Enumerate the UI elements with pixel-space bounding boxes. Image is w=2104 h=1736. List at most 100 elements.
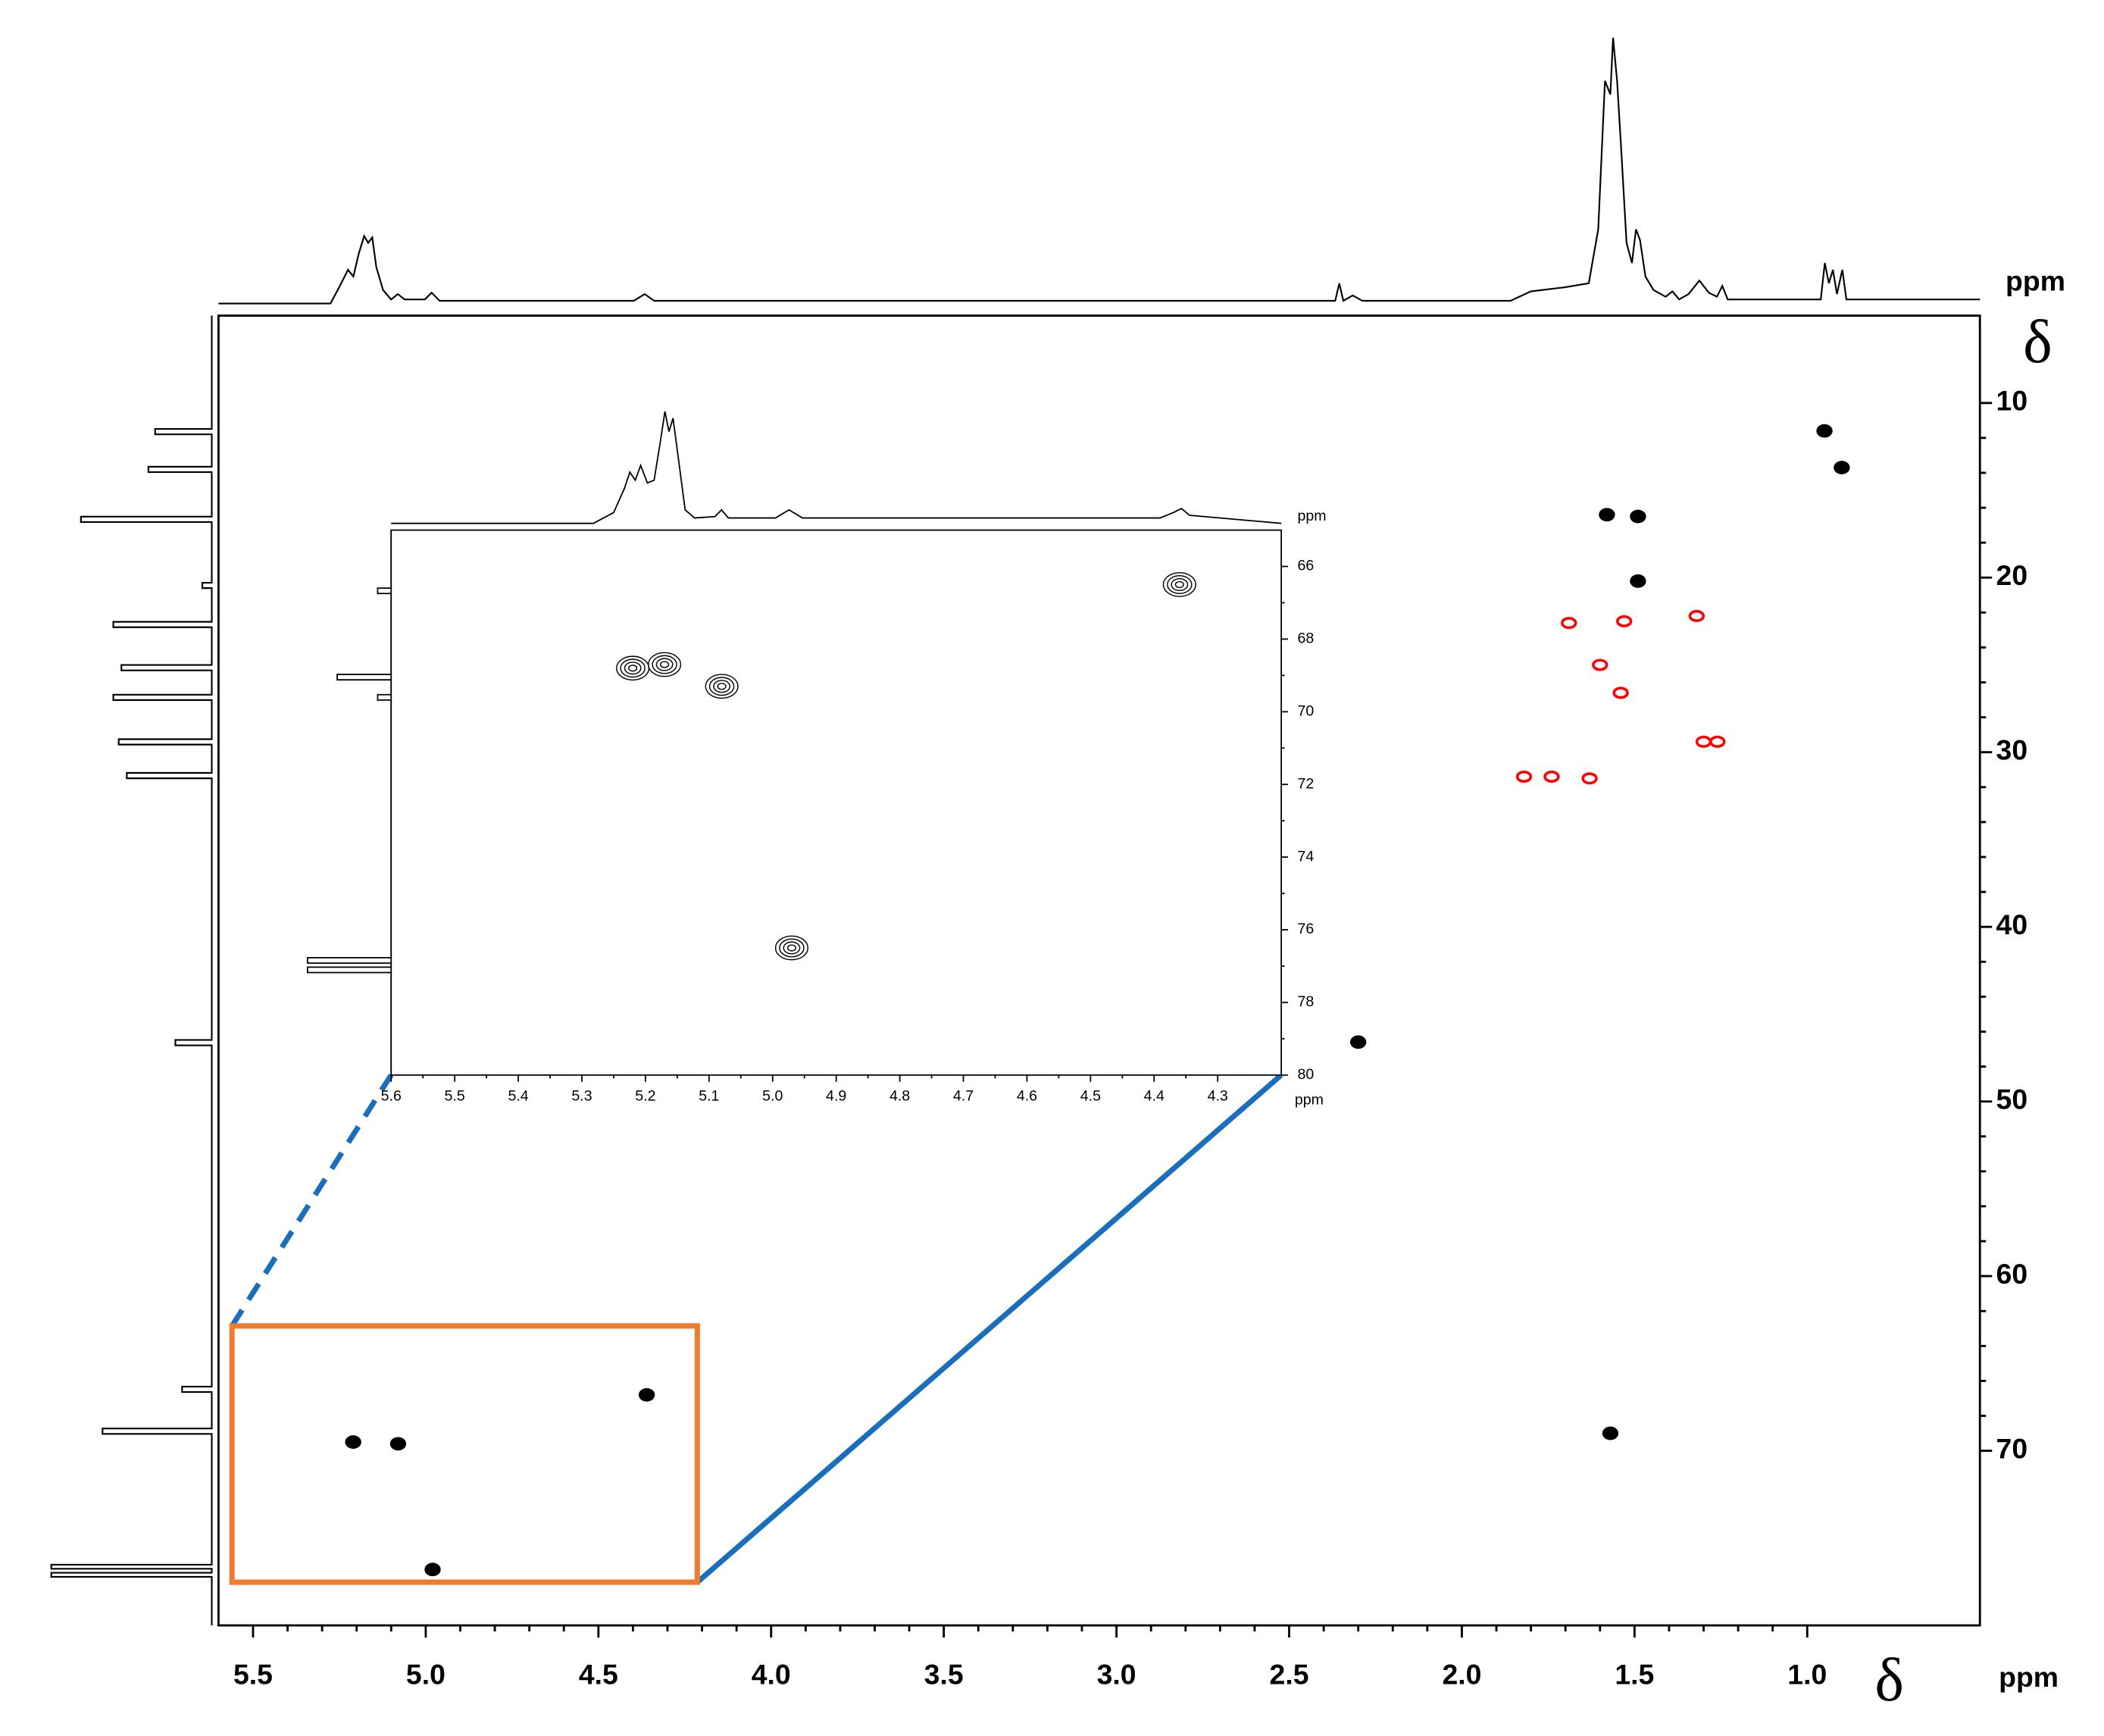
- contour: [783, 941, 801, 955]
- contour: [1561, 617, 1577, 630]
- contour: [624, 662, 642, 675]
- y-tick-label: 68: [1297, 630, 1314, 647]
- y-tick-label: 80: [1297, 1066, 1314, 1083]
- y-tick-label: 76: [1297, 921, 1314, 937]
- x-tick-label: 2.0: [1442, 1659, 1481, 1691]
- contour: [1543, 770, 1560, 783]
- contour: [1612, 687, 1629, 699]
- contour: [620, 658, 646, 678]
- contour: [1816, 424, 1833, 438]
- contour: [705, 674, 739, 699]
- contour: [345, 1435, 361, 1449]
- peak: [774, 935, 809, 961]
- contour: [774, 935, 809, 961]
- x-tick-label: 5.2: [635, 1087, 655, 1104]
- x-tick-label: 5.0: [406, 1659, 445, 1691]
- contour: [655, 658, 674, 671]
- contour: [1162, 572, 1196, 597]
- peak: [1709, 735, 1726, 748]
- y-tick-label: 70: [1996, 1432, 2028, 1464]
- y-tick-label: 30: [1996, 734, 2028, 766]
- contour: [779, 938, 805, 958]
- contour: [628, 665, 638, 672]
- x-tick-label: 5.1: [699, 1087, 719, 1104]
- contour: [1688, 609, 1705, 622]
- y-tick-label: 78: [1297, 993, 1314, 1010]
- contour: [1709, 735, 1726, 748]
- peak: [1630, 509, 1646, 524]
- y-tick-label: 50: [1996, 1084, 2028, 1115]
- contour: [1167, 575, 1193, 594]
- x-label: δ: [1874, 1645, 1904, 1714]
- contour: [1171, 577, 1189, 592]
- peak: [389, 1437, 407, 1451]
- x-tick-label: 5.6: [381, 1087, 402, 1104]
- peak: [1561, 617, 1577, 630]
- peak: [1612, 687, 1629, 699]
- y-tick-label: 74: [1297, 848, 1314, 865]
- y-tick-label: 66: [1297, 558, 1314, 574]
- inset-x-unit: ppm: [1295, 1092, 1324, 1109]
- peak: [1630, 574, 1646, 588]
- peak: [345, 1435, 361, 1449]
- zoom-connector-dashed: [230, 1073, 394, 1328]
- x-tick-label: 4.6: [1017, 1087, 1037, 1104]
- contour: [389, 1437, 407, 1451]
- x-tick-label: 5.4: [508, 1087, 528, 1104]
- contour: [660, 661, 670, 668]
- peak: [1515, 770, 1533, 783]
- peak: [1616, 615, 1633, 627]
- peak: [1688, 609, 1705, 622]
- peak: [1581, 772, 1598, 785]
- x-tick-label: 1.5: [1615, 1659, 1654, 1691]
- x-tick-label: 4.5: [1080, 1087, 1101, 1104]
- y-tick-label: 10: [1996, 385, 2028, 417]
- y-tick-label: 20: [1996, 559, 2028, 591]
- peak: [1162, 572, 1196, 597]
- contour: [1599, 508, 1615, 522]
- contour: [713, 680, 731, 693]
- x-tick-label: 4.3: [1208, 1087, 1228, 1104]
- peak: [1543, 770, 1560, 783]
- contour: [1592, 658, 1608, 671]
- contour: [652, 655, 677, 674]
- contour: [1630, 574, 1646, 588]
- peak: [616, 655, 650, 681]
- peak: [1816, 424, 1833, 438]
- contour: [1174, 580, 1184, 589]
- inset-y-unit: ppm: [1297, 508, 1326, 524]
- x-tick-label: 5.0: [762, 1087, 783, 1104]
- peak: [424, 1562, 441, 1577]
- zoom-box: [229, 1323, 700, 1585]
- y-unit: ppm: [2006, 265, 2065, 297]
- contour: [1350, 1035, 1367, 1049]
- x-tick-label: 3.0: [1097, 1659, 1136, 1691]
- x-tick-label: 4.0: [752, 1659, 791, 1691]
- contour: [1616, 615, 1633, 627]
- contour: [1695, 735, 1712, 748]
- x-tick-label: 4.4: [1144, 1087, 1165, 1104]
- x-tick-label: 5.5: [445, 1087, 465, 1104]
- contour: [1515, 770, 1533, 783]
- left-projection: [50, 315, 213, 1626]
- plot-frame: [390, 529, 1283, 1076]
- peak: [1599, 508, 1615, 522]
- contour: [1630, 509, 1646, 524]
- x-tick-label: 5.3: [571, 1087, 592, 1104]
- contour: [1834, 461, 1850, 474]
- x-tick-label: 1.0: [1787, 1659, 1827, 1691]
- plot-frame: [217, 314, 1981, 1627]
- peak: [1834, 461, 1850, 474]
- x-tick-label: 4.5: [579, 1659, 618, 1691]
- x-tick-label: 4.8: [889, 1087, 910, 1104]
- y-tick-label: 72: [1297, 775, 1314, 792]
- peak: [648, 652, 682, 677]
- contour: [708, 677, 735, 696]
- peak: [1602, 1426, 1619, 1440]
- contour: [717, 683, 727, 690]
- peak: [1592, 658, 1608, 671]
- y-tick-label: 40: [1996, 909, 2028, 940]
- peak: [638, 1387, 655, 1402]
